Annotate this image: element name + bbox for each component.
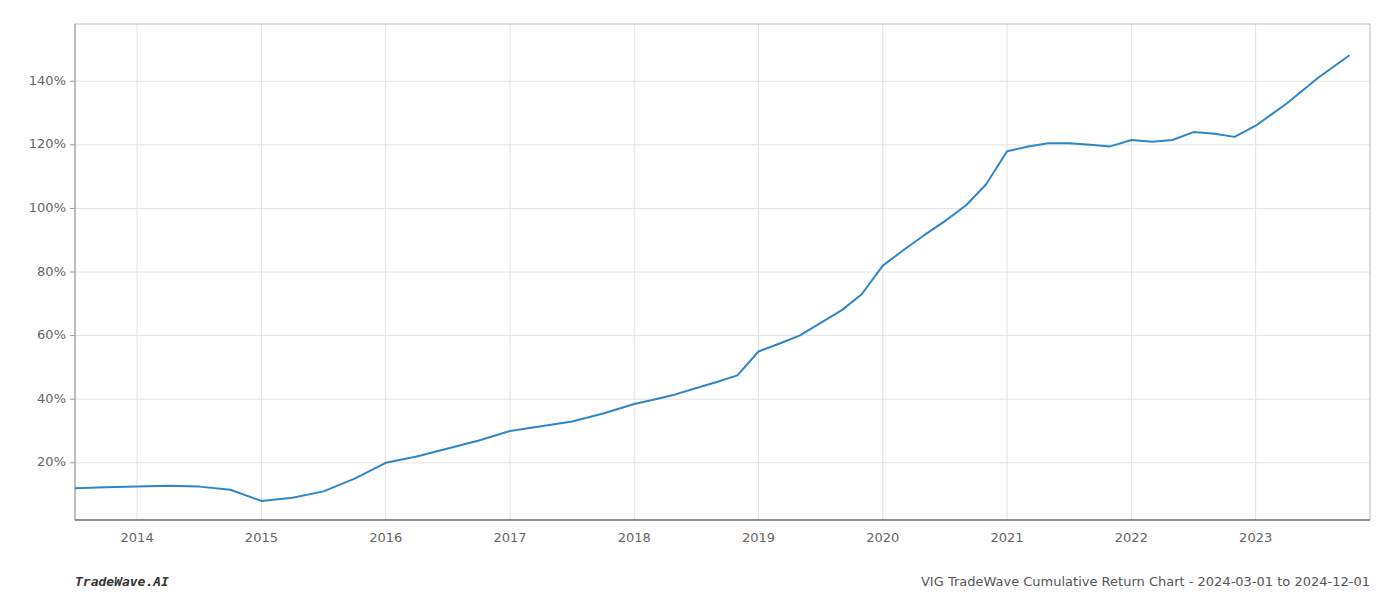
tick-label-y: 20% bbox=[37, 454, 66, 469]
tick-label-x: 2018 bbox=[618, 530, 651, 545]
tick-label-x: 2019 bbox=[742, 530, 775, 545]
tick-label-y: 100% bbox=[29, 200, 66, 215]
grid-line-x bbox=[509, 24, 510, 520]
grid-line-y bbox=[75, 144, 1370, 145]
tick-label-x: 2014 bbox=[121, 530, 154, 545]
footer-left: TradeWave.AI bbox=[75, 574, 169, 589]
grid-line-x bbox=[882, 24, 883, 520]
tick-label-x: 2017 bbox=[493, 530, 526, 545]
footer: TradeWave.AI VIG TradeWave Cumulative Ret… bbox=[75, 574, 1370, 589]
grid-line-y bbox=[75, 399, 1370, 400]
tick-y bbox=[70, 81, 75, 82]
tick-label-y: 40% bbox=[37, 391, 66, 406]
tick-label-x: 2021 bbox=[991, 530, 1024, 545]
grid bbox=[75, 24, 1370, 520]
tick-y bbox=[70, 208, 75, 209]
tick-y bbox=[70, 272, 75, 273]
data-layer bbox=[75, 56, 1349, 501]
tick-label-y: 80% bbox=[37, 264, 66, 279]
grid-line-y bbox=[75, 208, 1370, 209]
grid-line-x bbox=[261, 24, 262, 520]
tick-label-y: 120% bbox=[29, 136, 66, 151]
grid-line-x bbox=[385, 24, 386, 520]
tick-label-y: 60% bbox=[37, 327, 66, 342]
grid-line-x bbox=[1255, 24, 1256, 520]
grid-line-y bbox=[75, 462, 1370, 463]
tick-label-x: 2023 bbox=[1239, 530, 1272, 545]
grid-line-x bbox=[758, 24, 759, 520]
tick-y bbox=[70, 462, 75, 463]
tick-label-x: 2016 bbox=[369, 530, 402, 545]
grid-line-x bbox=[1007, 24, 1008, 520]
y-axis-line bbox=[75, 24, 76, 520]
x-axis-line bbox=[75, 519, 1370, 520]
grid-line-x bbox=[634, 24, 635, 520]
line bbox=[75, 56, 1349, 501]
tick-y bbox=[70, 335, 75, 336]
tick-y bbox=[70, 144, 75, 145]
grid-line-x bbox=[137, 24, 138, 520]
grid-line-y bbox=[75, 335, 1370, 336]
tick-label-x: 2015 bbox=[245, 530, 278, 545]
axes: 20% 40% 60% 80% 100% 120% 140% 2014 2015 2016 2017… bbox=[29, 24, 1370, 545]
grid-line-x bbox=[1131, 24, 1132, 520]
plot-frame bbox=[75, 24, 1370, 520]
tick-label-x: 2022 bbox=[1115, 530, 1148, 545]
footer-right: VIG TradeWave Cumulative Return Chart - … bbox=[921, 574, 1370, 589]
chart: 20% 40% 60% 80% 100% 120% 140% 2014 2015 2016 2017… bbox=[0, 0, 1400, 600]
grid-line-y bbox=[75, 81, 1370, 82]
tick-label-x: 2020 bbox=[866, 530, 899, 545]
grid-line-y bbox=[75, 272, 1370, 273]
tick-y bbox=[70, 399, 75, 400]
tick-label-y: 140% bbox=[29, 73, 66, 88]
